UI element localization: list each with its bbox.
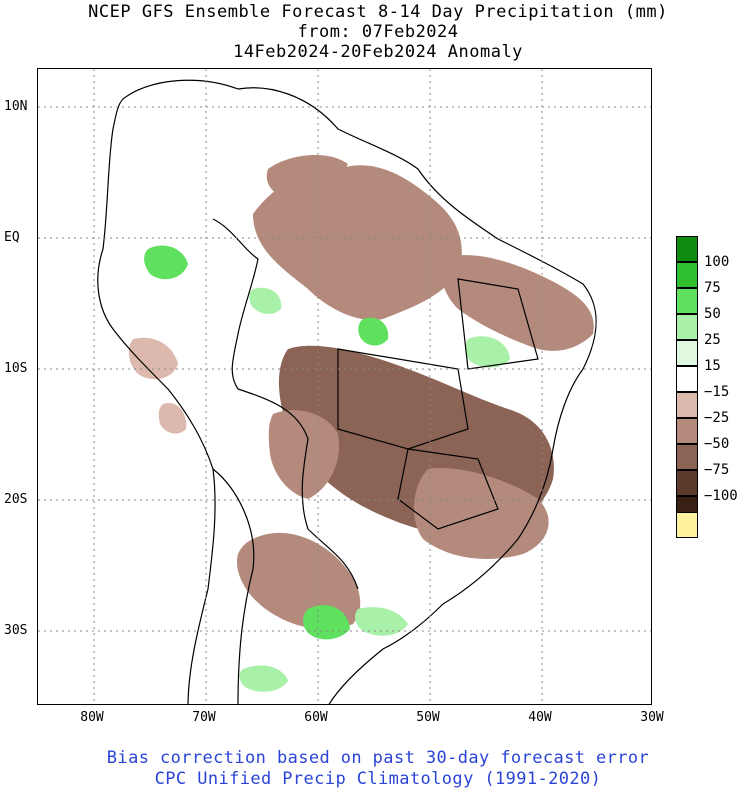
lon-label-80w: 80W bbox=[80, 710, 104, 725]
legend-swatch-75 bbox=[676, 262, 698, 288]
wet-region-argentina bbox=[239, 665, 288, 692]
legend-label-15: 15 bbox=[704, 358, 721, 374]
dry-region-guianas bbox=[266, 154, 348, 199]
dry-region-northeast bbox=[441, 255, 594, 351]
wet-region-amazon-west bbox=[249, 287, 282, 314]
legend-swatch-25 bbox=[676, 314, 698, 340]
dry-region-mato-grosso bbox=[268, 410, 339, 499]
footer-line1: Bias correction based on past 30-day for… bbox=[106, 748, 650, 768]
lat-label-10n: 10N bbox=[4, 99, 28, 114]
chart-title-line2: from: 07Feb2024 bbox=[297, 22, 459, 42]
coastline bbox=[97, 79, 597, 704]
lon-label-60w: 60W bbox=[304, 710, 328, 725]
border-argentina bbox=[212, 468, 255, 704]
border-states-3 bbox=[397, 448, 499, 530]
dry-region-southeast bbox=[413, 468, 549, 559]
legend-label-50: 50 bbox=[704, 306, 721, 322]
dry-region-amazon-north bbox=[253, 165, 462, 320]
dry-region-peru bbox=[128, 337, 178, 380]
border-states-2 bbox=[457, 278, 539, 370]
border-brazil-west bbox=[212, 218, 259, 390]
legend-label-neg25: −25 bbox=[704, 410, 730, 426]
lat-label-20s: 20S bbox=[4, 492, 28, 507]
legend-label-neg50: −50 bbox=[704, 436, 730, 452]
south-america-outline bbox=[97, 79, 597, 704]
dry-region-bolivia bbox=[158, 403, 187, 434]
chart-title-line3: 14Feb2024-20Feb2024 Anomaly bbox=[233, 42, 523, 62]
legend-label-25: 25 bbox=[704, 332, 721, 348]
lat-label-30s: 30S bbox=[4, 623, 28, 638]
border-brazil-south bbox=[237, 388, 359, 590]
legend-label-neg100: −100 bbox=[704, 488, 738, 504]
dry-anomaly-regions bbox=[128, 154, 594, 630]
border-states-1 bbox=[337, 348, 469, 450]
grid-lines bbox=[38, 69, 651, 704]
dry-region-parana bbox=[237, 532, 361, 630]
legend-swatch-100 bbox=[676, 236, 698, 262]
legend-swatch-50 bbox=[676, 288, 698, 314]
lon-label-40w: 40W bbox=[528, 710, 552, 725]
legend-swatch-extreme bbox=[676, 512, 698, 538]
legend-label-neg75: −75 bbox=[704, 462, 730, 478]
wet-region-bahia bbox=[465, 336, 510, 368]
lat-label-eq: EQ bbox=[4, 230, 20, 245]
wet-region-colombia bbox=[144, 245, 188, 280]
legend-swatch-neg75 bbox=[676, 470, 698, 496]
legend-swatch-neg50 bbox=[676, 444, 698, 470]
wet-region-southern-coast bbox=[355, 607, 408, 636]
wet-region-para bbox=[358, 317, 389, 346]
legend-label-100: 100 bbox=[704, 254, 730, 270]
legend-swatch-zero bbox=[676, 366, 698, 392]
lon-label-70w: 70W bbox=[192, 710, 216, 725]
chart-title-line1: NCEP GFS Ensemble Forecast 8-14 Day Prec… bbox=[88, 2, 668, 22]
footer-line2: CPC Unified Precip Climatology (1991-202… bbox=[154, 769, 602, 789]
legend-swatch-neg15 bbox=[676, 392, 698, 418]
legend-swatch-15 bbox=[676, 340, 698, 366]
lon-label-50w: 50W bbox=[416, 710, 440, 725]
lon-label-30w: 30W bbox=[640, 710, 664, 725]
legend-label-neg15: −15 bbox=[704, 384, 730, 400]
precip-anomaly-map bbox=[38, 69, 651, 704]
legend-label-75: 75 bbox=[704, 280, 721, 296]
map-frame bbox=[37, 68, 652, 705]
legend-swatch-neg25 bbox=[676, 418, 698, 444]
lat-label-10s: 10S bbox=[4, 361, 28, 376]
